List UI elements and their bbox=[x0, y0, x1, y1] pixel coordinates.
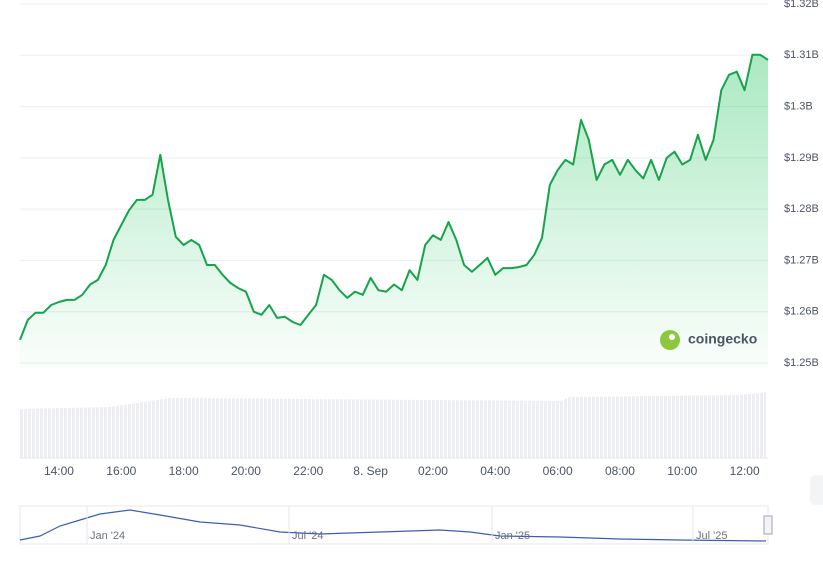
x-tick-label: 04:00 bbox=[480, 464, 510, 478]
x-tick-label: 22:00 bbox=[293, 464, 323, 478]
area-fill bbox=[20, 54, 768, 369]
y-tick-label: $1.32B bbox=[784, 0, 819, 10]
navigator bbox=[19, 505, 773, 545]
navigator-label: Jul '24 bbox=[292, 530, 323, 542]
x-tick-label: 8. Sep bbox=[353, 464, 388, 478]
price-line bbox=[19, 53, 769, 341]
x-tick-label: 14:00 bbox=[44, 464, 74, 478]
x-tick-label: 20:00 bbox=[231, 464, 261, 478]
watermark: coingecko bbox=[660, 330, 757, 350]
volume-bars bbox=[20, 392, 766, 458]
x-tick-label: 10:00 bbox=[667, 464, 697, 478]
side-button[interactable] bbox=[810, 475, 823, 505]
y-tick-label: $1.29B bbox=[784, 152, 819, 164]
y-tick-label: $1.28B bbox=[784, 203, 819, 215]
x-tick-label: 02:00 bbox=[418, 464, 448, 478]
navigator-frame bbox=[19, 505, 769, 545]
logo-eye bbox=[669, 334, 675, 340]
x-tick-label: 18:00 bbox=[169, 464, 199, 478]
y-tick-label: $1.3B bbox=[784, 100, 813, 112]
x-tick-label: 08:00 bbox=[605, 464, 635, 478]
watermark-text: coingecko bbox=[688, 331, 757, 347]
navigator-handle[interactable] bbox=[763, 515, 773, 535]
x-tick-label: 16:00 bbox=[106, 464, 136, 478]
navigator-line bbox=[19, 509, 767, 542]
navigator-label: Jan '24 bbox=[90, 530, 125, 542]
y-tick-label: $1.25B bbox=[784, 357, 819, 369]
navigator-label: Jan '25 bbox=[495, 530, 530, 542]
y-tick-label: $1.27B bbox=[784, 254, 819, 266]
x-tick-label: 06:00 bbox=[543, 464, 573, 478]
y-tick-label: $1.26B bbox=[784, 306, 819, 318]
y-tick-label: $1.31B bbox=[784, 49, 819, 61]
logo bbox=[660, 330, 680, 350]
x-tick-label: 12:00 bbox=[730, 464, 760, 478]
navigator-label: Jul '25 bbox=[696, 530, 727, 542]
